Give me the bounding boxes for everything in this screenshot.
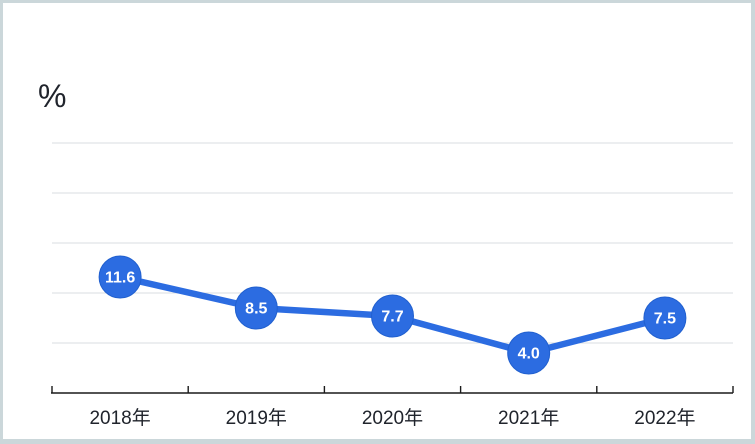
x-axis-label: 2019年: [226, 407, 287, 429]
x-axis-label: 2022年: [634, 407, 695, 429]
data-point-label: 8.5: [245, 301, 267, 318]
y-axis-unit-label: %: [38, 78, 67, 114]
data-point-label: 7.7: [381, 309, 403, 326]
data-point-marker: [234, 286, 278, 330]
x-axis-label: 2020年: [362, 407, 423, 429]
x-axis-label: 2018年: [89, 407, 150, 429]
data-point-label: 4.0: [518, 346, 540, 363]
data-point-marker: [507, 331, 551, 375]
data-point-marker: [643, 296, 687, 340]
data-point-marker: [371, 294, 414, 338]
data-point-label: 11.6: [105, 270, 135, 287]
data-point-marker: [98, 255, 142, 299]
data-point-label: 7.5: [654, 311, 676, 328]
x-axis-label: 2021年: [498, 407, 559, 429]
